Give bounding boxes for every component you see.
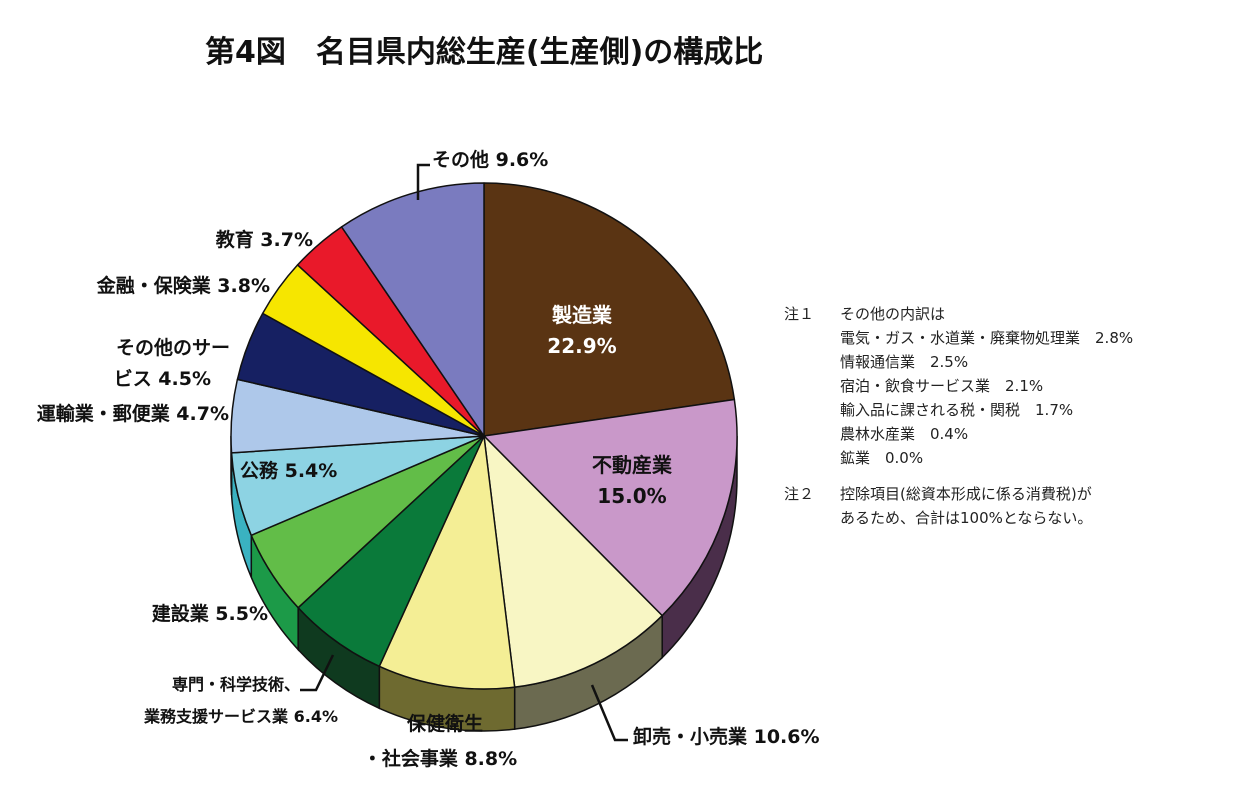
note-1-line: その他の内訳は: [840, 305, 946, 323]
pie-labels: 製造業 22.9% 不動産業 15.0% 卸売・小売業 10.6% 保健衛生・社会事業 8…: [37, 148, 820, 770]
label-hoken-value: ・社会事業 8.8%: [363, 747, 517, 770]
label-kensetsu: 建設業 5.5%: [152, 602, 268, 625]
label-unyu: 運輸業・郵便業 4.7%: [37, 402, 229, 425]
pie-leaders: [300, 163, 628, 742]
notes: 注１ その他の内訳は 電気・ガス・水道業・廃棄物処理業 2.8% 情報通信業 2…: [784, 302, 1234, 530]
slice-3: [378, 435, 516, 690]
label-seizo-name: 製造業: [552, 303, 613, 327]
note-2-line: 控除項目(総資本形成に係る消費税)が: [840, 485, 1092, 503]
label-senmon-value: 業務支援サービス業 6.4%: [143, 707, 338, 726]
note-1-body: その他の内訳は 電気・ガス・水道業・廃棄物処理業 2.8% 情報通信業 2.5%…: [840, 302, 1234, 470]
label-sonota: その他 9.6%: [432, 148, 548, 171]
slice-11: [340, 182, 485, 437]
label-fudosan-name: 不動産業: [592, 453, 673, 477]
label-seizo-value: 22.9%: [547, 334, 616, 358]
slice-1: [483, 398, 738, 617]
note-2-body: 控除項目(総資本形成に係る消費税)が あるため、合計は100%とならない。: [840, 482, 1234, 530]
note-2-line: あるため、合計は100%とならない。: [840, 509, 1093, 527]
leader-line-1: [300, 654, 335, 692]
label-komu: 公務 5.4%: [240, 459, 337, 482]
label-sonota-service-value: ビス 4.5%: [114, 368, 211, 390]
note-1-line: 情報通信業 2.5%: [840, 353, 969, 371]
label-fudosan-value: 15.0%: [597, 484, 666, 508]
label-kyoiku: 教育 3.7%: [216, 228, 313, 251]
slice-0: [483, 182, 736, 437]
label-sonota-service-name: その他のサー: [116, 336, 230, 359]
note-2-head: 注２: [784, 485, 815, 503]
note-1-head: 注１: [784, 305, 815, 323]
pie-top: [230, 182, 738, 690]
leader-line-2: [416, 163, 430, 200]
note-2: 注２ 控除項目(総資本形成に係る消費税)が あるため、合計は100%とならない。: [784, 482, 1234, 530]
label-senmon-name: 専門・科学技術、: [172, 675, 300, 694]
slice-2: [483, 435, 663, 688]
note-1-line: 電気・ガス・水道業・廃棄物処理業 2.8%: [840, 329, 1134, 347]
label-kinyu: 金融・保険業 3.8%: [96, 274, 270, 297]
chart-title: 第4図 名目県内総生産(生産側)の構成比: [205, 35, 763, 70]
note-1-line: 鉱業 0.0%: [840, 449, 924, 467]
leader-line-0: [590, 684, 628, 742]
note-1: 注１ その他の内訳は 電気・ガス・水道業・廃棄物処理業 2.8% 情報通信業 2…: [784, 302, 1234, 470]
note-1-line: 輸入品に課される税・関税 1.7%: [840, 401, 1074, 419]
label-hoken-name: 保健衛生: [406, 712, 483, 735]
note-1-line: 農林水産業 0.4%: [840, 425, 969, 443]
note-1-line: 宿泊・飲食サービス業 2.1%: [840, 377, 1044, 395]
label-oroshi: 卸売・小売業 10.6%: [633, 725, 820, 748]
